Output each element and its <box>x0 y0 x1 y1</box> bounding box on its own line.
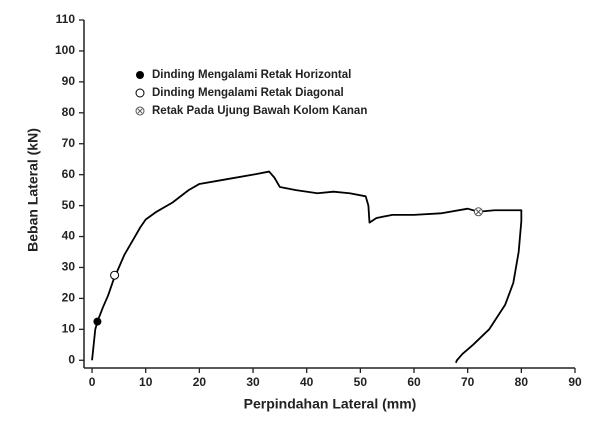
y-tick-label: 110 <box>56 12 76 26</box>
marker <box>135 88 145 98</box>
y-tick-label: 10 <box>62 322 76 336</box>
x-tick-label: 10 <box>139 375 153 389</box>
y-tick-label: 30 <box>62 260 76 274</box>
x-tick-label: 60 <box>407 375 421 389</box>
data-line <box>91 170 523 364</box>
legend-label: Dinding Mengalami Retak Diagonal <box>152 87 344 99</box>
marker <box>135 106 145 116</box>
x-tick-label: 90 <box>568 375 582 389</box>
marker <box>473 207 483 217</box>
legend-label: Dinding Mengalami Retak Horizontal <box>152 69 351 81</box>
y-axis-title: Beban Lateral (kN) <box>25 128 41 252</box>
y-tick-label: 70 <box>62 136 76 150</box>
y-tick-label: 100 <box>55 43 75 57</box>
marker <box>110 270 120 280</box>
y-tick-label: 50 <box>62 198 76 212</box>
marker <box>93 317 102 326</box>
marker-cross <box>475 209 482 215</box>
x-tick-label: 80 <box>515 375 529 389</box>
marker-cross <box>137 108 143 114</box>
legend-label: Retak Pada Ujung Bawah Kolom Kanan <box>152 105 367 117</box>
y-tick-label: 90 <box>62 74 76 88</box>
y-tick-label: 20 <box>62 291 76 305</box>
y-tick-label: 40 <box>62 229 76 243</box>
y-tick-label: 80 <box>62 105 76 119</box>
marker <box>136 71 144 79</box>
x-tick-label: 50 <box>354 375 368 389</box>
x-tick-label: 30 <box>246 375 260 389</box>
legend: Dinding Mengalami Retak Horizontal Dindin… <box>135 69 367 117</box>
x-tick-label: 0 <box>89 375 96 389</box>
x-axis-title: Perpindahan Lateral (mm) <box>244 396 417 412</box>
x-tick-label: 70 <box>461 375 475 389</box>
y-tick-label: 0 <box>68 352 75 366</box>
y-tick-label: 60 <box>62 167 76 181</box>
x-tick-label: 40 <box>300 375 314 389</box>
x-tick-label: 20 <box>193 375 207 389</box>
